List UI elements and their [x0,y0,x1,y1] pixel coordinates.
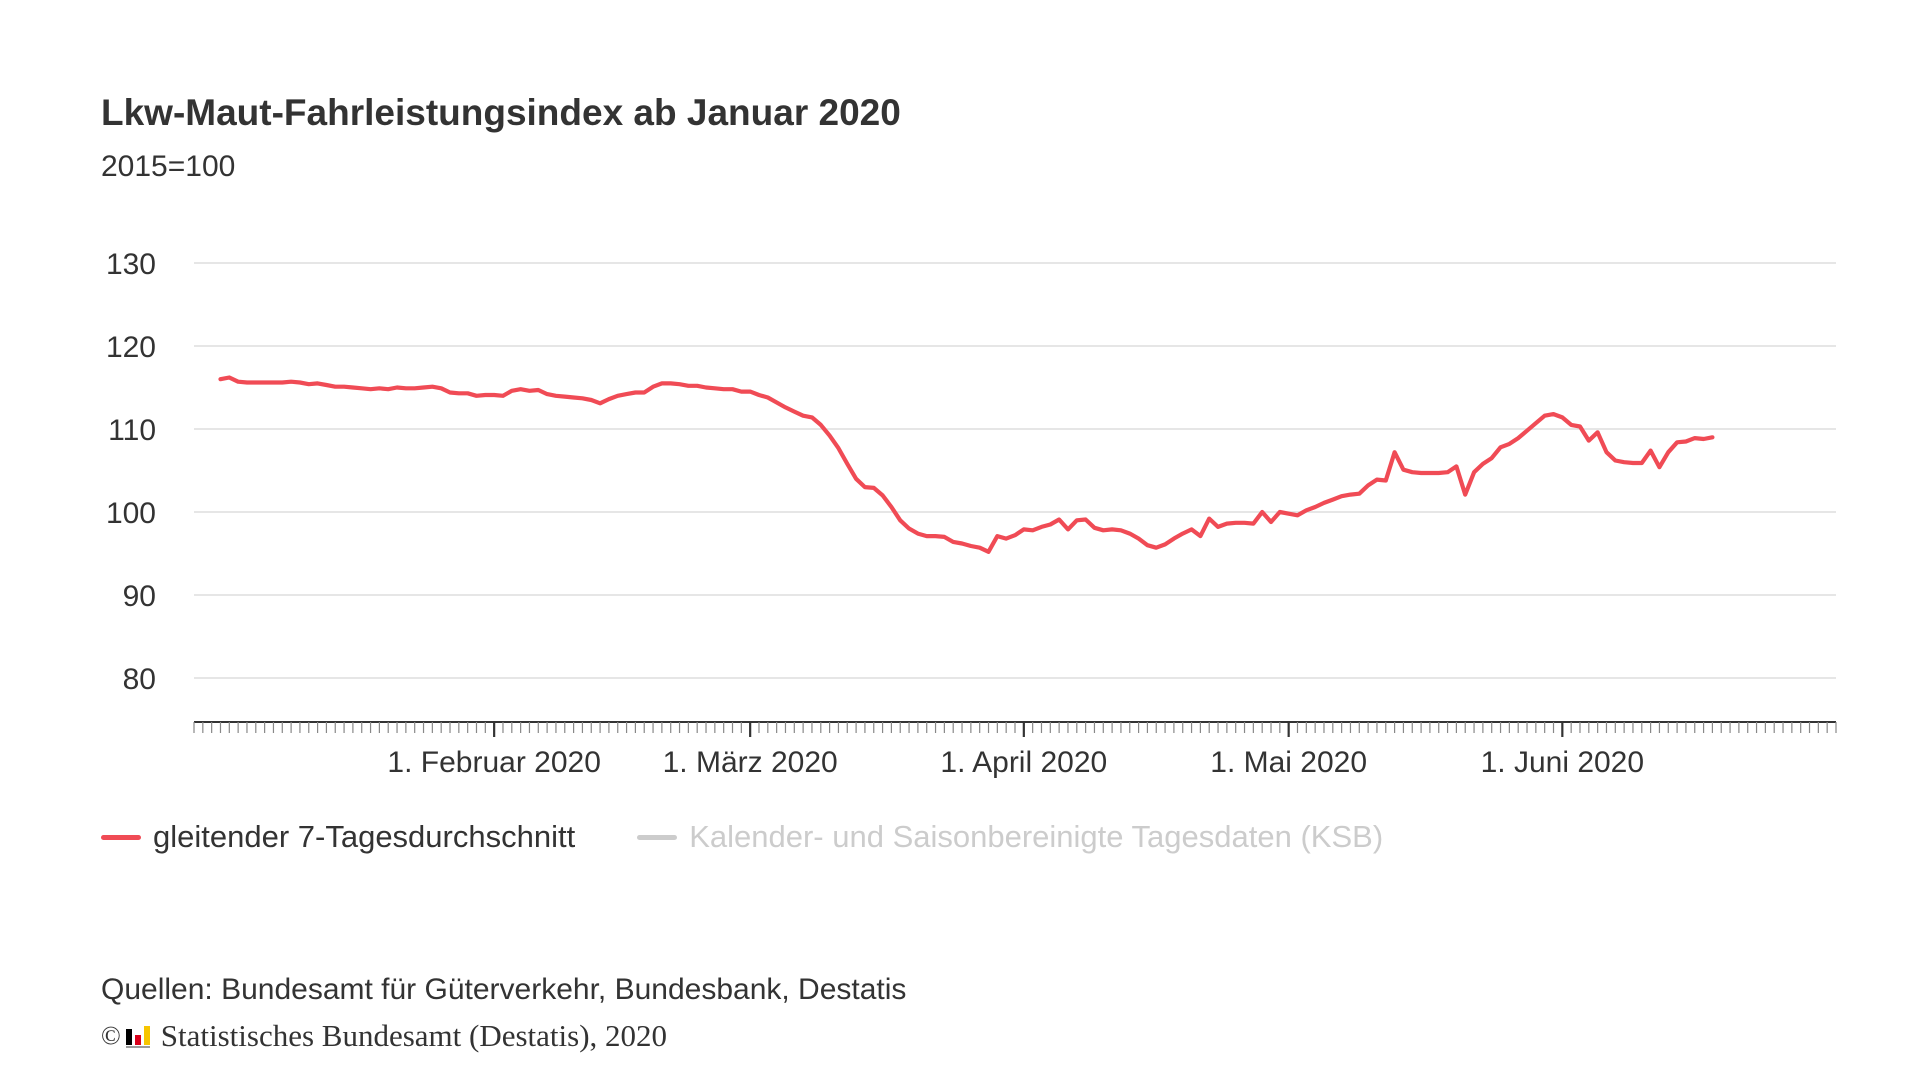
y-tick-label-110: 110 [108,414,156,447]
legend-label-7-day-average: gleitender 7-Tagesdurchschnitt [153,819,576,854]
legend-swatch-gray [637,834,678,840]
gridlines [194,262,1836,679]
y-tick-label-90: 90 [123,580,156,613]
legend-swatch-red [101,834,141,840]
legend-item-ksb[interactable]: Kalender- und Saisonbereinigte Tagesdate… [637,819,1383,855]
x-tick-label: 1. April 2020 [940,746,1107,779]
x-tick-label: 1. Mai 2020 [1210,746,1367,779]
copyright-line: © Statistisches Bundesamt (Destatis), 20… [101,1018,667,1054]
legend-label-ksb: Kalender- und Saisonbereinigte Tagesdate… [689,819,1384,854]
y-tick-label-120: 120 [106,331,156,364]
series-layer [218,375,1715,554]
chart-subtitle: 2015=100 [101,150,236,183]
y-tick-label-100: 100 [106,497,156,530]
x-tick-label: 1. März 2020 [663,746,838,779]
y-tick-label-130: 130 [106,248,156,281]
x-tick-label: 1. Juni 2020 [1481,746,1644,779]
series-line-7-day-average [218,375,1715,554]
line-chart: 80 90 100 110 120 130 1. Februar 2020 1. März … [106,248,1837,779]
legend: gleitender 7-Tagesdurchschnitt Kalender-… [101,815,1445,859]
y-axis-labels: 80 90 100 110 120 130 [106,248,156,696]
legend-item-7-day-average[interactable]: gleitender 7-Tagesdurchschnitt [101,819,575,855]
chart-title: Lkw-Maut-Fahrleistungsindex ab Januar 20… [101,92,901,133]
copyright-text: Statistisches Bundesamt (Destatis), 2020 [160,1018,668,1053]
x-axis: 1. Februar 2020 1. März 2020 1. April 2020… [193,721,1837,779]
y-tick-label-80: 80 [123,663,156,696]
source-note: Quellen: Bundesamt für Güterverkehr, Bun… [101,973,907,1006]
destatis-logo-icon [125,1026,150,1048]
x-tick-label: 1. Februar 2020 [387,746,600,779]
copyright-symbol: © [101,1021,121,1050]
